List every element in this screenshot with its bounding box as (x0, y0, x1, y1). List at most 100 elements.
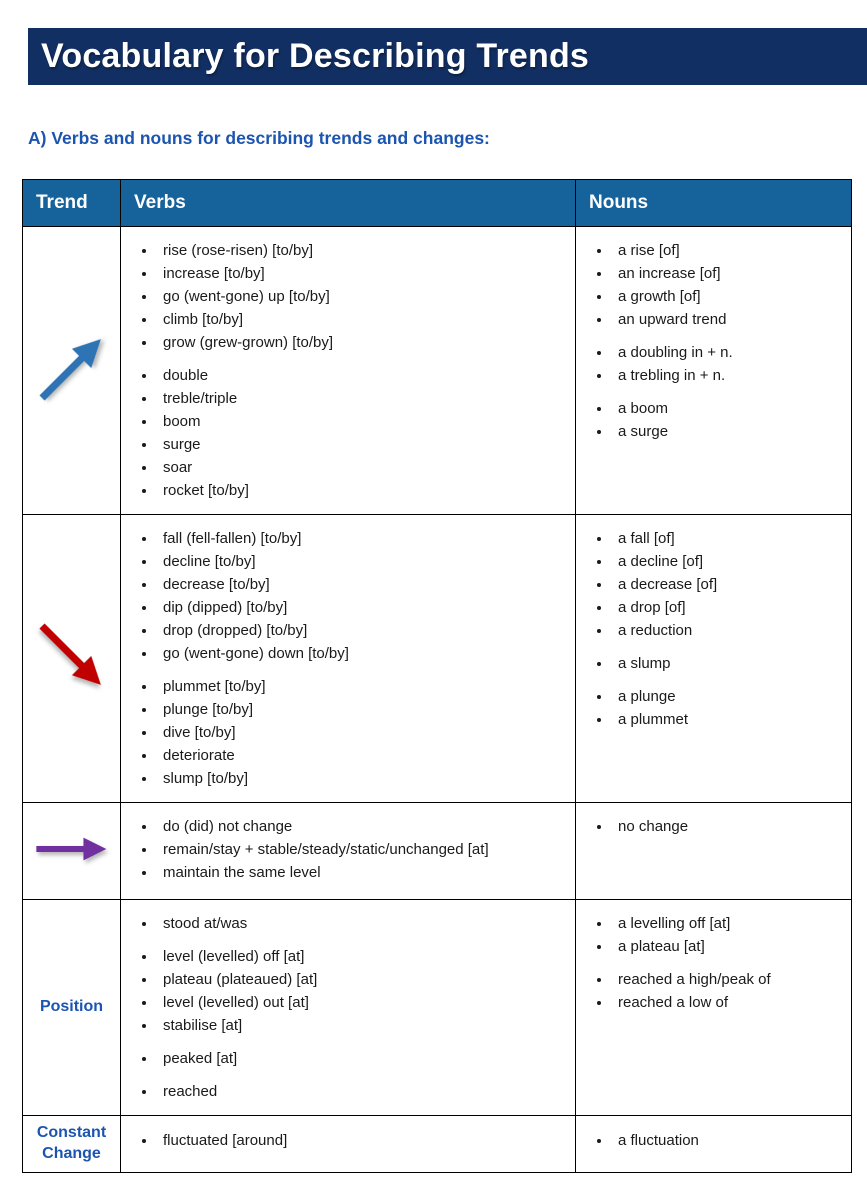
list-item: a plunge (612, 685, 843, 708)
bullet-group: reached (131, 1080, 567, 1103)
page-title: Vocabulary for Describing Trends (41, 37, 590, 75)
list-item: boom (157, 410, 567, 433)
bullet-group: stood at/was (131, 912, 567, 935)
nouns-cell-constant-change: a fluctuation (575, 1115, 852, 1173)
trend-cell-upward (22, 226, 121, 515)
trends-table: Trend Verbs Nouns rise (rose-risen) [to/… (22, 179, 852, 1173)
list-item: a drop [of] (612, 596, 843, 619)
column-header-nouns: Nouns (575, 179, 852, 227)
arrow-up-right-icon (28, 339, 116, 401)
list-item: go (went-gone) up [to/by] (157, 285, 567, 308)
table-row-position: Position stood at/was level (levelled) of… (22, 899, 852, 1116)
bullet-group: a fluctuation (586, 1129, 843, 1152)
list-item: slump [to/by] (157, 767, 567, 790)
list-item: reached a high/peak of (612, 968, 843, 991)
trend-cell-constant-change: Constant Change (22, 1115, 121, 1173)
list-item: do (did) not change (157, 815, 567, 838)
table-row-no-change: do (did) not changeremain/stay + stable/… (22, 802, 852, 900)
trend-cell-position: Position (22, 899, 121, 1116)
list-item: treble/triple (157, 387, 567, 410)
trend-label-position: Position (39, 998, 104, 1016)
table-row-constant-change: Constant Change fluctuated [around] a fl… (22, 1115, 852, 1173)
bullet-group: do (did) not changeremain/stay + stable/… (131, 815, 567, 884)
nouns-cell-position: a levelling off [at]a plateau [at] reache… (575, 899, 852, 1116)
verbs-cell-no-change: do (did) not changeremain/stay + stable/… (120, 802, 576, 900)
list-item: drop (dropped) [to/by] (157, 619, 567, 642)
list-item: a plummet (612, 708, 843, 731)
column-header-trend: Trend (22, 179, 121, 227)
bullet-group: a rise [of]an increase [of]a growth [of]… (586, 239, 843, 331)
title-banner: Vocabulary for Describing Trends (28, 28, 867, 85)
list-item: rise (rose-risen) [to/by] (157, 239, 567, 262)
list-item: a slump (612, 652, 843, 675)
column-header-verbs: Verbs (120, 179, 576, 227)
bullet-group: a booma surge (586, 397, 843, 443)
list-item: decrease [to/by] (157, 573, 567, 596)
arrow-down-right-icon (28, 623, 116, 685)
list-item: a fluctuation (612, 1129, 843, 1152)
nouns-cell-no-change: no change (575, 802, 852, 900)
list-item: level (levelled) out [at] (157, 991, 567, 1014)
list-item: level (levelled) off [at] (157, 945, 567, 968)
list-item: increase [to/by] (157, 262, 567, 285)
list-item: a growth [of] (612, 285, 843, 308)
bullet-group: a doubling in + n.a trebling in + n. (586, 341, 843, 387)
bullet-group: fluctuated [around] (131, 1129, 567, 1152)
trend-cell-stable (22, 802, 121, 900)
list-item: go (went-gone) down [to/by] (157, 642, 567, 665)
list-item: decline [to/by] (157, 550, 567, 573)
bullet-group: reached a high/peak ofreached a low of (586, 968, 843, 1014)
list-item: a rise [of] (612, 239, 843, 262)
bullet-group: no change (586, 815, 843, 838)
list-item: a reduction (612, 619, 843, 642)
trend-label-constant-change: Constant Change (36, 1124, 107, 1162)
list-item: a decline [of] (612, 550, 843, 573)
bullet-group: a levelling off [at]a plateau [at] (586, 912, 843, 958)
list-item: a boom (612, 397, 843, 420)
bullet-group: rise (rose-risen) [to/by]increase [to/by… (131, 239, 567, 354)
bullet-group: level (levelled) off [at]plateau (platea… (131, 945, 567, 1037)
bullet-group: doubletreble/tripleboomsurgesoarrocket [… (131, 364, 567, 502)
arrow-right-icon (35, 834, 109, 864)
list-item: a trebling in + n. (612, 364, 843, 387)
list-item: peaked [at] (157, 1047, 567, 1070)
list-item: stood at/was (157, 912, 567, 935)
list-item: a surge (612, 420, 843, 443)
list-item: surge (157, 433, 567, 456)
table-row-upward-trend: rise (rose-risen) [to/by]increase [to/by… (22, 226, 852, 515)
list-item: fall (fell-fallen) [to/by] (157, 527, 567, 550)
list-item: an increase [of] (612, 262, 843, 285)
list-item: remain/stay + stable/steady/static/uncha… (157, 838, 567, 861)
section-heading: A) Verbs and nouns for describing trends… (28, 128, 490, 148)
list-item: a fall [of] (612, 527, 843, 550)
verbs-cell-downward: fall (fell-fallen) [to/by]decline [to/by… (120, 514, 576, 803)
list-item: no change (612, 815, 843, 838)
table-row-downward-trend: fall (fell-fallen) [to/by]decline [to/by… (22, 514, 852, 803)
list-item: soar (157, 456, 567, 479)
list-item: plummet [to/by] (157, 675, 567, 698)
list-item: plateau (plateaued) [at] (157, 968, 567, 991)
list-item: a doubling in + n. (612, 341, 843, 364)
list-item: reached a low of (612, 991, 843, 1014)
list-item: rocket [to/by] (157, 479, 567, 502)
list-item: a plateau [at] (612, 935, 843, 958)
bullet-group: plummet [to/by]plunge [to/by]dive [to/by… (131, 675, 567, 790)
list-item: double (157, 364, 567, 387)
list-item: an upward trend (612, 308, 843, 331)
bullet-group: peaked [at] (131, 1047, 567, 1070)
nouns-cell-upward: a rise [of]an increase [of]a growth [of]… (575, 226, 852, 515)
verbs-cell-position: stood at/was level (levelled) off [at]pla… (120, 899, 576, 1116)
list-item: dive [to/by] (157, 721, 567, 744)
list-item: plunge [to/by] (157, 698, 567, 721)
trend-cell-downward (22, 514, 121, 803)
list-item: stabilise [at] (157, 1014, 567, 1037)
bullet-group: fall (fell-fallen) [to/by]decline [to/by… (131, 527, 567, 665)
bullet-group: a plungea plummet (586, 685, 843, 731)
list-item: fluctuated [around] (157, 1129, 567, 1152)
list-item: a decrease [of] (612, 573, 843, 596)
table-header-row: Trend Verbs Nouns (22, 179, 852, 227)
bullet-group: a fall [of]a decline [of]a decrease [of]… (586, 527, 843, 642)
list-item: deteriorate (157, 744, 567, 767)
verbs-cell-upward: rise (rose-risen) [to/by]increase [to/by… (120, 226, 576, 515)
verbs-cell-constant-change: fluctuated [around] (120, 1115, 576, 1173)
